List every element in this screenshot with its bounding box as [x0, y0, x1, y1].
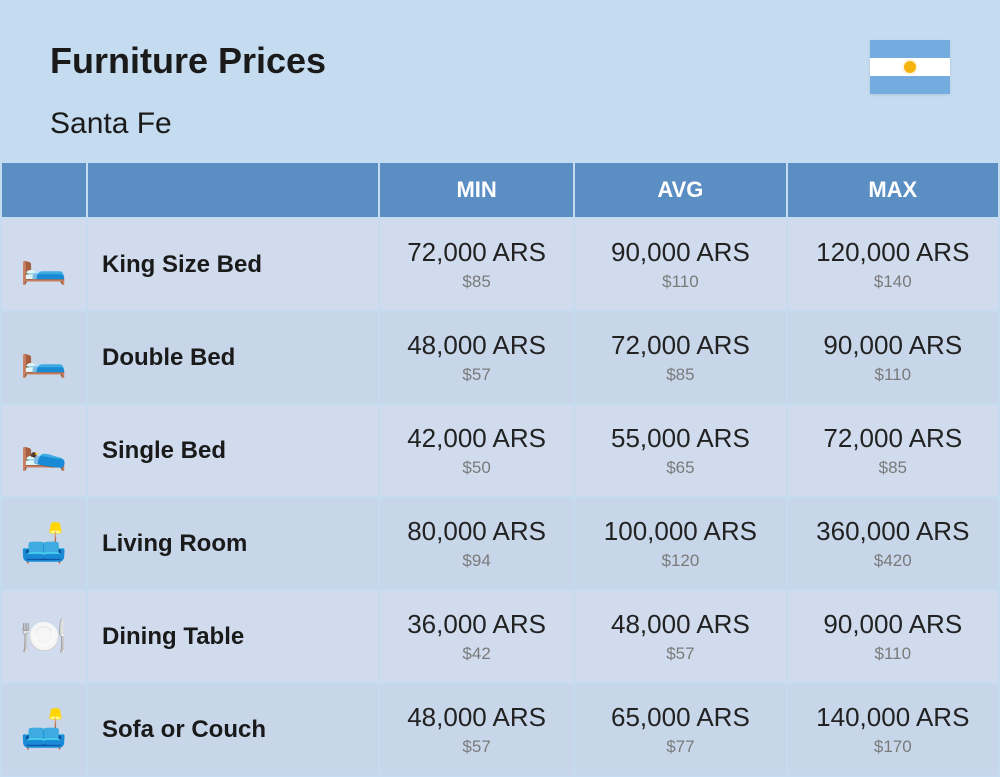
- header-icon-col: [2, 163, 86, 217]
- furniture-name: Sofa or Couch: [88, 684, 378, 775]
- table-row: 🛏️King Size Bed 72,000 ARS $85 90,000 ARS $1…: [2, 219, 998, 310]
- header-min: MIN: [380, 163, 573, 217]
- price-usd: $420: [800, 551, 986, 571]
- header-max: MAX: [788, 163, 998, 217]
- furniture-icon: 🛋️: [2, 684, 86, 775]
- price-usd: $140: [800, 272, 986, 292]
- titles-block: Furniture Prices Santa Fe: [50, 40, 326, 141]
- price-usd: $120: [587, 551, 773, 571]
- furniture-icon: 🛌: [2, 405, 86, 496]
- price-ars: 48,000 ARS: [587, 609, 773, 640]
- price-ars: 90,000 ARS: [587, 237, 773, 268]
- price-usd: $57: [392, 365, 561, 385]
- price-ars: 120,000 ARS: [800, 237, 986, 268]
- table-row: 🛏️Double Bed 48,000 ARS $57 72,000 ARS $85 90…: [2, 312, 998, 403]
- table-header-row: MIN AVG MAX: [2, 163, 998, 217]
- price-ars: 48,000 ARS: [392, 330, 561, 361]
- price-min: 80,000 ARS $94: [380, 498, 573, 589]
- price-ars: 80,000 ARS: [392, 516, 561, 547]
- table-body: 🛏️King Size Bed 72,000 ARS $85 90,000 ARS $1…: [2, 219, 998, 775]
- price-ars: 72,000 ARS: [800, 423, 986, 454]
- furniture-name: Living Room: [88, 498, 378, 589]
- price-usd: $110: [800, 365, 986, 385]
- page-subtitle: Santa Fe: [50, 107, 326, 141]
- price-usd: $170: [800, 737, 986, 757]
- prices-table: MIN AVG MAX 🛏️King Size Bed 72,000 ARS $85…: [0, 161, 1000, 777]
- price-ars: 36,000 ARS: [392, 609, 561, 640]
- price-min: 72,000 ARS $85: [380, 219, 573, 310]
- price-avg: 55,000 ARS $65: [575, 405, 785, 496]
- price-max: 360,000 ARS $420: [788, 498, 998, 589]
- price-max: 90,000 ARS $110: [788, 591, 998, 682]
- price-avg: 90,000 ARS $110: [575, 219, 785, 310]
- price-ars: 90,000 ARS: [800, 609, 986, 640]
- price-ars: 100,000 ARS: [587, 516, 773, 547]
- furniture-icon: 🛋️: [2, 498, 86, 589]
- table-row: 🛋️Living Room 80,000 ARS $94 100,000 ARS $12…: [2, 498, 998, 589]
- price-ars: 90,000 ARS: [800, 330, 986, 361]
- price-min: 42,000 ARS $50: [380, 405, 573, 496]
- price-usd: $110: [587, 272, 773, 292]
- price-avg: 48,000 ARS $57: [575, 591, 785, 682]
- price-ars: 360,000 ARS: [800, 516, 986, 547]
- price-usd: $42: [392, 644, 561, 664]
- furniture-icon: 🛏️: [2, 219, 86, 310]
- price-ars: 65,000 ARS: [587, 702, 773, 733]
- price-usd: $57: [587, 644, 773, 664]
- price-ars: 140,000 ARS: [800, 702, 986, 733]
- price-ars: 72,000 ARS: [392, 237, 561, 268]
- table-row: 🛌Single Bed 42,000 ARS $50 55,000 ARS $65 72,…: [2, 405, 998, 496]
- header-avg: AVG: [575, 163, 785, 217]
- furniture-name: Double Bed: [88, 312, 378, 403]
- price-usd: $94: [392, 551, 561, 571]
- argentina-flag-icon: [870, 40, 950, 94]
- table-row: 🛋️Sofa or Couch 48,000 ARS $57 65,000 ARS $7…: [2, 684, 998, 775]
- price-min: 48,000 ARS $57: [380, 312, 573, 403]
- furniture-name: Dining Table: [88, 591, 378, 682]
- price-usd: $50: [392, 458, 561, 478]
- price-avg: 72,000 ARS $85: [575, 312, 785, 403]
- price-avg: 65,000 ARS $77: [575, 684, 785, 775]
- furniture-icon: 🍽️: [2, 591, 86, 682]
- price-ars: 48,000 ARS: [392, 702, 561, 733]
- price-usd: $85: [392, 272, 561, 292]
- flag-sun-icon: [904, 61, 916, 73]
- price-ars: 42,000 ARS: [392, 423, 561, 454]
- price-min: 48,000 ARS $57: [380, 684, 573, 775]
- furniture-icon: 🛏️: [2, 312, 86, 403]
- page-header: Furniture Prices Santa Fe: [0, 0, 1000, 161]
- price-max: 90,000 ARS $110: [788, 312, 998, 403]
- header-name-col: [88, 163, 378, 217]
- page-title: Furniture Prices: [50, 40, 326, 82]
- price-avg: 100,000 ARS $120: [575, 498, 785, 589]
- price-max: 120,000 ARS $140: [788, 219, 998, 310]
- furniture-name: Single Bed: [88, 405, 378, 496]
- price-usd: $110: [800, 644, 986, 664]
- price-ars: 55,000 ARS: [587, 423, 773, 454]
- price-usd: $77: [587, 737, 773, 757]
- furniture-name: King Size Bed: [88, 219, 378, 310]
- price-usd: $85: [587, 365, 773, 385]
- price-ars: 72,000 ARS: [587, 330, 773, 361]
- price-usd: $85: [800, 458, 986, 478]
- price-min: 36,000 ARS $42: [380, 591, 573, 682]
- price-max: 72,000 ARS $85: [788, 405, 998, 496]
- price-max: 140,000 ARS $170: [788, 684, 998, 775]
- price-usd: $57: [392, 737, 561, 757]
- table-row: 🍽️Dining Table 36,000 ARS $42 48,000 ARS $57…: [2, 591, 998, 682]
- price-usd: $65: [587, 458, 773, 478]
